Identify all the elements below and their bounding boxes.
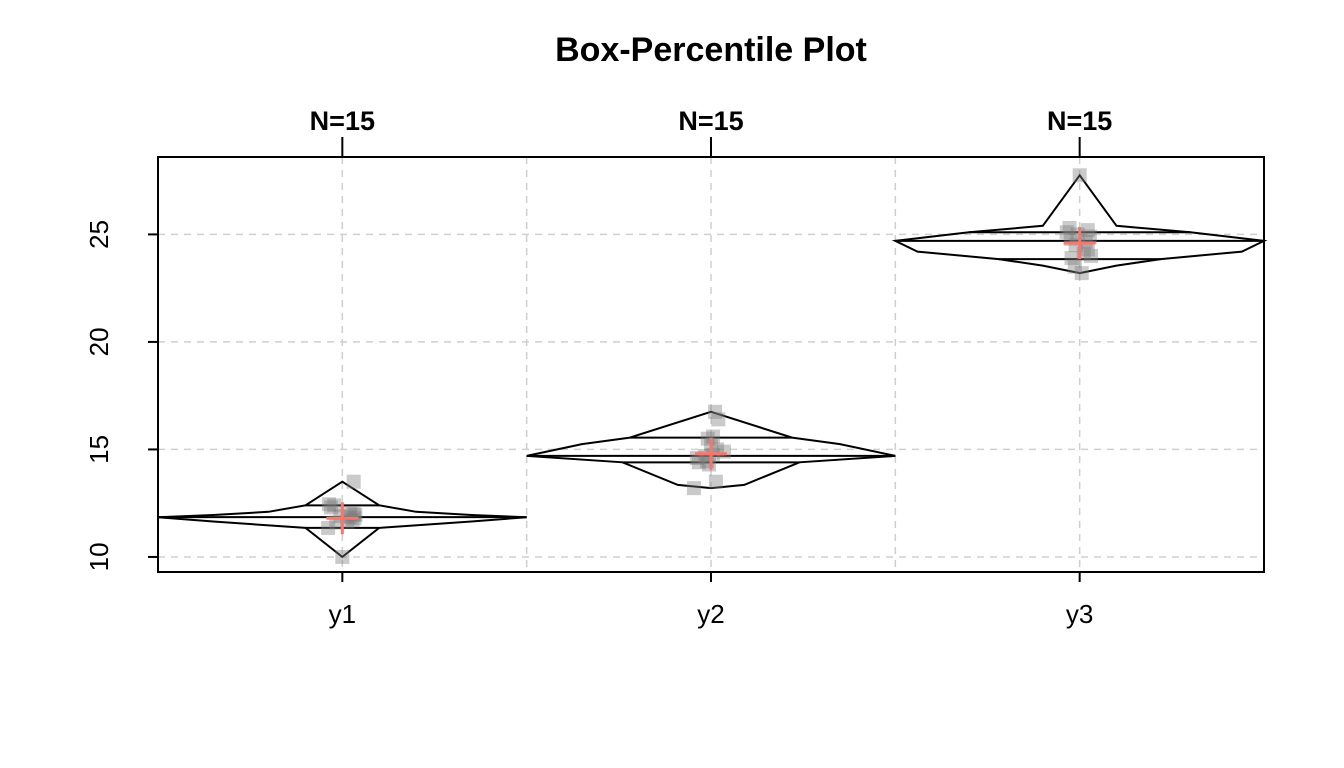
- data-point: [321, 520, 336, 535]
- chart-title: Box-Percentile Plot: [555, 31, 867, 69]
- y-tick-label: 15: [84, 435, 114, 464]
- percentile-outline: [157, 480, 527, 559]
- y-tick-label: 20: [84, 327, 114, 356]
- group-y3: [891, 168, 1268, 281]
- data-point: [346, 474, 361, 489]
- data-point: [1064, 251, 1079, 266]
- data-point: [321, 497, 336, 512]
- data-point: [1080, 242, 1095, 257]
- n-label: N=15: [678, 106, 743, 136]
- percentile-outline: [526, 410, 896, 490]
- y-tick-label: 10: [84, 542, 114, 571]
- data-point: [686, 481, 701, 496]
- group-y2: [526, 404, 896, 496]
- data-point: [706, 429, 721, 444]
- data-point: [1062, 220, 1077, 235]
- data-point: [1082, 229, 1097, 244]
- n-label: N=15: [310, 106, 375, 136]
- data-point: [327, 498, 342, 513]
- y-tick-label: 25: [84, 220, 114, 249]
- axes: y1 N=15 y2 N=15 y3 N=15 10 15 20 25: [84, 106, 1112, 629]
- x-tick-label: y3: [1066, 599, 1093, 629]
- percentile-outline: [891, 173, 1268, 275]
- data-point: [1067, 259, 1082, 274]
- data-point: [335, 549, 350, 564]
- data-point: [1059, 225, 1074, 240]
- data-point: [1072, 168, 1087, 183]
- data-point: [711, 412, 726, 427]
- data-point: [1084, 248, 1099, 263]
- data-point: [343, 505, 358, 520]
- n-label: N=15: [1047, 106, 1112, 136]
- data-point: [708, 474, 723, 489]
- x-tick-label: y2: [697, 599, 724, 629]
- data-point: [691, 455, 706, 470]
- data-point: [323, 500, 338, 515]
- x-tick-label: y1: [329, 599, 356, 629]
- group-y1: [157, 474, 527, 564]
- plot-groups: [157, 168, 1268, 564]
- data-point: [708, 404, 723, 419]
- data-point: [1074, 266, 1089, 281]
- data-point: [1080, 223, 1095, 238]
